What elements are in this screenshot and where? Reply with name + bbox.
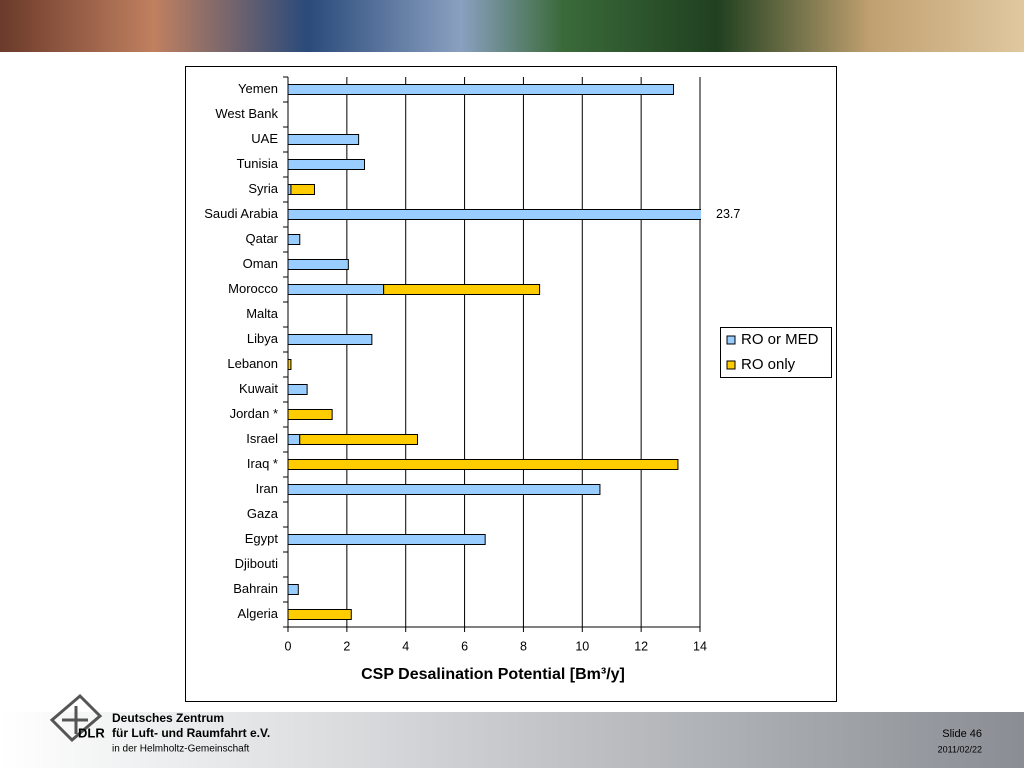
y-tick-label: Algeria [238,606,279,621]
y-tick-label: Qatar [245,231,278,246]
x-tick-label: 0 [285,639,292,653]
legend [720,327,832,378]
y-tick-label: Iran [256,481,278,496]
bar-segment [383,284,541,295]
y-tick-label: Lebanon [227,356,278,371]
slide-number: Slide 46 [942,728,982,740]
y-tick-label: Jordan * [230,406,278,421]
org-name: Deutsches Zentrum [112,711,224,725]
y-tick-label: Djibouti [235,556,278,571]
y-tick-label: West Bank [215,106,278,121]
x-tick-label: 2 [343,639,350,653]
plot-area [288,84,701,620]
x-tick-label: 12 [634,639,648,653]
y-tick-label: Bahrain [233,581,278,596]
bar-segment [288,209,701,220]
bar-segment [288,534,486,545]
header-banner [0,0,1024,52]
bar-segment [288,434,301,445]
bar-segment [288,359,292,370]
x-tick-label: 4 [402,639,409,653]
bar-segment [288,484,601,495]
dlr-logo: DLR [49,693,105,743]
bar-segment [299,434,418,445]
bar-segment [288,584,299,595]
legend-swatch [726,360,736,370]
bar-segment [288,409,333,420]
legend-label: RO only [741,356,796,373]
y-tick-label: Tunisia [237,156,279,171]
slide-date: 2011/02/22 [938,744,982,754]
y-tick-label: Libya [247,331,279,346]
footer-band [0,712,1024,768]
bar-segment [288,134,360,145]
x-tick-label: 10 [575,639,589,653]
x-tick-label: 8 [520,639,527,653]
y-tick-label: Iraq * [247,456,278,471]
x-tick-label: 6 [461,639,468,653]
y-tick-label: Saudi Arabia [204,206,278,221]
y-tick-label: UAE [251,131,278,146]
y-tick-label: Morocco [228,281,278,296]
bar-segment [288,159,366,170]
y-tick-label: Gaza [247,506,279,521]
x-tick-label: 14 [693,639,707,653]
legend-label: RO or MED [741,331,819,348]
logo-text: DLR [78,725,105,740]
y-tick-label: Israel [246,431,278,446]
bar-segment [288,459,679,470]
x-axis-title: CSP Desalination Potential [Bm³/y] [361,666,625,683]
legend-swatch [726,335,736,345]
bar-segment [288,384,308,395]
y-tick-label: Malta [246,306,279,321]
chart-frame [185,66,837,702]
y-tick-label: Egypt [245,531,279,546]
bar-segment [288,234,301,245]
bar-segment [290,184,315,195]
y-tick-label: Yemen [238,81,278,96]
y-tick-label: Oman [243,256,278,271]
bar-segment [288,259,349,270]
org-name: für Luft- und Raumfahrt e.V. [112,726,270,740]
bar-segment [288,334,373,345]
data-label: 23.7 [716,207,740,221]
y-tick-label: Kuwait [239,381,278,396]
bar-segment [288,609,352,620]
bar-segment [288,284,385,295]
bar-segment [288,84,675,95]
y-tick-label: Syria [248,181,278,196]
org-affiliation: in der Helmholtz-Gemeinschaft [112,744,249,755]
